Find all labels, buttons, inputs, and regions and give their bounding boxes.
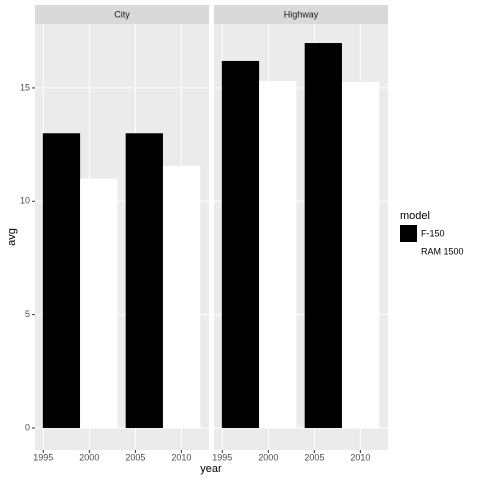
strip-background (214, 5, 388, 24)
x-tick-label: 2005 (304, 452, 324, 462)
legend-key (400, 225, 417, 242)
x-tick-label: 2000 (258, 452, 278, 462)
x-tick-label: 2000 (79, 452, 99, 462)
bar (80, 178, 118, 429)
y-tick-label: 0 (25, 422, 30, 432)
strip-label: City (114, 9, 130, 19)
bar (259, 80, 297, 429)
x-tick-label: 2010 (350, 452, 370, 462)
bar (341, 82, 380, 429)
x-tick-label: 2005 (125, 452, 145, 462)
bar (221, 60, 260, 429)
strip-label: Highway (284, 9, 319, 19)
strip-background (35, 5, 209, 24)
legend-label: F-150 (421, 228, 445, 238)
bar (304, 43, 342, 429)
x-tick-label: 2010 (171, 452, 191, 462)
bar (42, 133, 81, 429)
y-tick-label: 5 (25, 309, 30, 319)
y-axis-label: avg (6, 228, 18, 246)
legend-label: RAM 1500 (421, 246, 464, 256)
bar (162, 165, 201, 429)
bar (125, 133, 163, 429)
legend-title: model (400, 210, 430, 222)
y-tick-label: 10 (20, 196, 30, 206)
x-tick-label: 1995 (33, 452, 53, 462)
y-tick-label: 15 (20, 82, 30, 92)
x-axis-label: year (200, 463, 222, 475)
legend-key (400, 243, 417, 260)
x-tick-label: 1995 (212, 452, 232, 462)
